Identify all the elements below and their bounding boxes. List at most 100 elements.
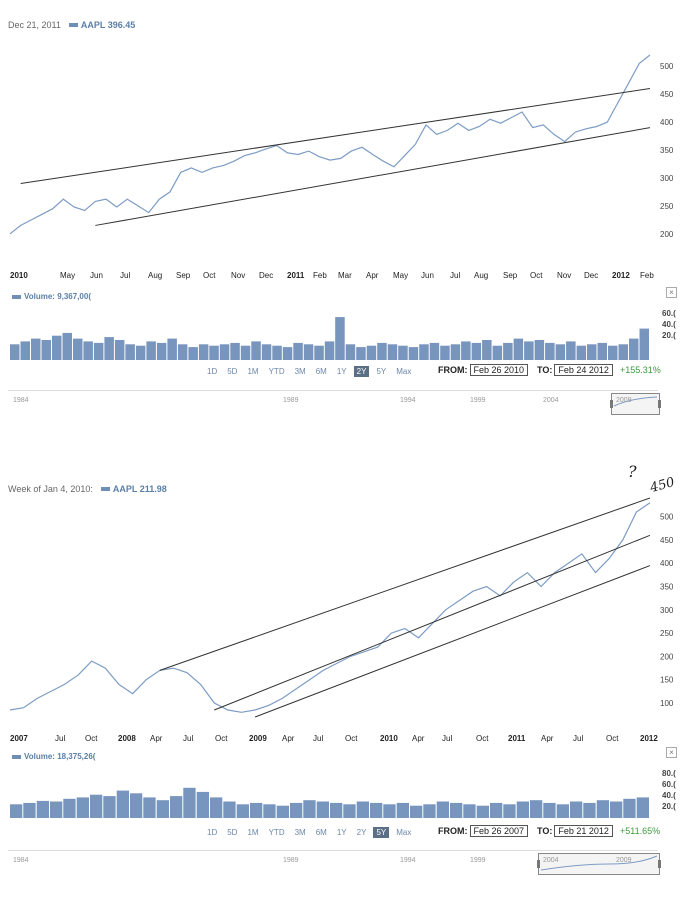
- volume-bar: [476, 805, 489, 818]
- x-tick-label: Aug: [474, 271, 488, 280]
- close-volume-button[interactable]: ×: [666, 287, 677, 298]
- volume-bar: [90, 794, 103, 818]
- volume-bar: [566, 341, 576, 360]
- to-date-input[interactable]: Feb 24 2012: [554, 364, 613, 376]
- range-button-3m[interactable]: 3M: [294, 828, 306, 837]
- volume-bar: [503, 342, 513, 360]
- volume-bar: [398, 345, 408, 360]
- range-navigator[interactable]: 1984 1989 1994 1999 2004 2009: [8, 390, 661, 417]
- range-buttons: 1D 5D 1M YTD 3M 6M 1Y 2Y 5Y Max: [204, 827, 418, 838]
- range-button-1y[interactable]: 1Y: [336, 367, 347, 376]
- volume-bar: [63, 798, 76, 818]
- header-date: Week of Jan 4, 2010:: [8, 484, 93, 494]
- volume-bar: [356, 347, 366, 360]
- y-tick-label: 200: [660, 652, 674, 661]
- range-navigator[interactable]: 1984 1989 1994 1999 2004 2009: [8, 850, 661, 877]
- y-tick-label: 250: [660, 202, 674, 211]
- range-button-2y[interactable]: 2Y: [353, 366, 370, 377]
- volume-bar: [261, 344, 272, 360]
- from-date-input[interactable]: Feb 26 2007: [469, 825, 529, 837]
- y-tick-label: 450: [660, 90, 674, 99]
- price-chart[interactable]: 100 150 200 250 300 350 400 450 500 2007 Jul Oct 200…: [0, 460, 697, 750]
- range-button-5y[interactable]: 5Y: [376, 367, 387, 376]
- volume-bar: [366, 345, 377, 360]
- volume-bar: [429, 342, 440, 360]
- range-button-5y[interactable]: 5Y: [373, 827, 390, 838]
- x-tick-label: Apr: [150, 734, 163, 743]
- range-button-max[interactable]: Max: [396, 828, 412, 837]
- volume-bar: [177, 344, 188, 360]
- volume-bar: [597, 342, 607, 360]
- from-date-input[interactable]: Feb 26 2010: [469, 364, 529, 376]
- navigator-handle-right[interactable]: [658, 400, 661, 408]
- range-button-1m[interactable]: 1M: [247, 828, 259, 837]
- chart-header: Dec 21, 2011 AAPL 396.45: [8, 20, 135, 30]
- chart-panel-top: Dec 21, 2011 AAPL 396.45 200 250 300 350 400 4…: [0, 0, 697, 440]
- volume-bar: [356, 801, 369, 818]
- x-tick-label: Feb: [640, 271, 654, 280]
- close-volume-button[interactable]: ×: [666, 747, 677, 758]
- volume-chart[interactable]: 80.(60.(40.(20.(: [0, 764, 697, 820]
- y-tick-label: 400: [660, 559, 674, 568]
- volume-bar: [490, 802, 503, 818]
- volume-bar: [513, 338, 524, 360]
- volume-swatch: [12, 754, 21, 759]
- volume-bar: [251, 341, 261, 360]
- navigator-year-label: 1994: [400, 397, 416, 404]
- range-button-ytd[interactable]: YTD: [268, 367, 285, 376]
- range-button-5d[interactable]: 5D: [227, 828, 238, 837]
- range-button-ytd[interactable]: YTD: [268, 828, 285, 837]
- x-tick-label: Feb: [313, 271, 327, 280]
- navigator-year-label: 1994: [400, 857, 416, 864]
- chart-panel-bottom: Week of Jan 4, 2010: AAPL 211.98 ? 450 10…: [0, 460, 697, 900]
- navigator-handle-left[interactable]: [537, 860, 540, 868]
- navigator-window[interactable]: [610, 393, 661, 415]
- volume-bar: [114, 340, 125, 360]
- navigator-handle-right[interactable]: [658, 860, 661, 868]
- range-button-5d[interactable]: 5D: [227, 367, 238, 376]
- x-tick-label: Nov: [231, 271, 245, 280]
- volume-bar: [623, 798, 636, 818]
- to-date-input[interactable]: Feb 21 2012: [554, 825, 613, 837]
- range-button-1d[interactable]: 1D: [207, 828, 218, 837]
- range-button-3m[interactable]: 3M: [294, 367, 306, 376]
- volume-bar: [52, 335, 62, 360]
- volume-chart[interactable]: 60.(40.(20.(: [0, 304, 697, 362]
- volume-bar: [570, 801, 583, 818]
- volume-bar: [236, 804, 249, 818]
- range-button-1y[interactable]: 1Y: [336, 828, 347, 837]
- x-tick-label: 2012: [612, 271, 630, 280]
- x-tick-label: Mar: [338, 271, 352, 280]
- header-symbol: AAPL 211.98: [112, 484, 167, 494]
- range-button-6m[interactable]: 6M: [315, 828, 327, 837]
- x-tick-label: Dec: [584, 271, 598, 280]
- percent-change: +511.65%: [620, 826, 661, 836]
- volume-bar: [10, 344, 20, 360]
- volume-bar: [583, 802, 596, 818]
- range-button-2y[interactable]: 2Y: [356, 828, 367, 837]
- navigator-handle-left[interactable]: [610, 400, 613, 408]
- navigator-sparkline: [613, 396, 658, 407]
- volume-bar: [240, 345, 251, 360]
- navigator-window[interactable]: [537, 853, 661, 875]
- navigator-year-label: 1984: [13, 857, 29, 864]
- navigator-year-label: 1999: [470, 857, 486, 864]
- price-chart[interactable]: 200 250 300 350 400 450 500 2010 May Jun Jul Aug Sep…: [0, 0, 697, 290]
- x-tick-label: 2010: [380, 734, 398, 743]
- volume-bar: [596, 800, 609, 818]
- x-tick-label: Oct: [203, 271, 216, 280]
- x-tick-label: Jun: [90, 271, 103, 280]
- x-tick-label: Sep: [503, 271, 518, 280]
- x-tick-label: Jul: [313, 734, 323, 743]
- volume-bar: [410, 805, 423, 818]
- range-button-1d[interactable]: 1D: [207, 367, 218, 376]
- range-button-max[interactable]: Max: [396, 367, 412, 376]
- volume-bar: [196, 791, 209, 818]
- x-tick-label: 2011: [287, 271, 305, 280]
- volume-bar: [482, 340, 492, 360]
- range-button-6m[interactable]: 6M: [315, 367, 327, 376]
- x-tick-label: Nov: [557, 271, 571, 280]
- range-button-1m[interactable]: 1M: [247, 367, 259, 376]
- volume-bar: [423, 804, 436, 818]
- y-tick-label: 300: [660, 606, 674, 615]
